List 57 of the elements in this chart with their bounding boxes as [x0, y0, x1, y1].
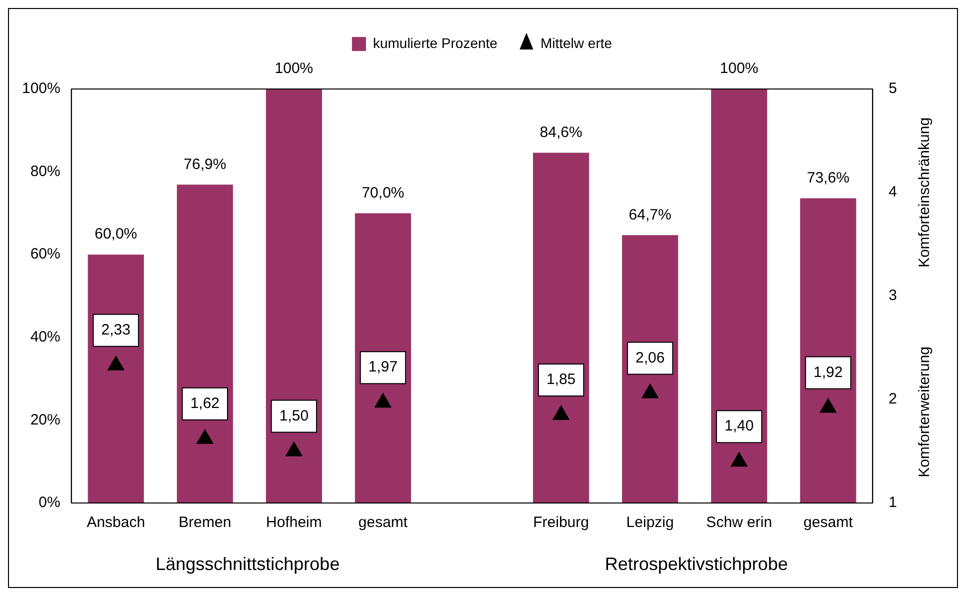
point	[286, 442, 302, 456]
data-label: 70,0%	[362, 184, 404, 202]
data-label: 84,6%	[540, 124, 582, 141]
y2-tick-label: 2	[888, 390, 897, 408]
point	[108, 356, 124, 370]
x-tick-label: gesamt	[358, 514, 408, 532]
y2-tick-label: 5	[888, 80, 897, 98]
point	[820, 398, 836, 413]
x-tick-label: Freiburg	[533, 514, 589, 532]
text: Komforterweiterung	[916, 346, 933, 478]
y2-tick-label: 3	[888, 287, 897, 304]
point	[196, 429, 214, 444]
data-label: 1,62	[190, 394, 220, 412]
legend-label: kumulierte Prozente	[372, 34, 498, 51]
data-label: 76,9%	[184, 156, 226, 173]
data-label: 1,40	[724, 418, 754, 435]
y-tick-label: 40%	[30, 328, 60, 346]
text: Längsschnittstichprobe	[156, 554, 340, 574]
data-label: 73,6%	[806, 169, 850, 186]
x-tick-label: Bremen	[178, 514, 232, 532]
data-label: 1,97	[368, 358, 398, 376]
x-tick-label: Schw erin	[706, 514, 772, 532]
y-tick-label: 100%	[22, 80, 60, 98]
y2-axis-title: Komforteinschränkung	[916, 117, 933, 268]
bar	[176, 184, 233, 503]
data-label: 1,85	[546, 371, 576, 388]
x-tick-label: Hofheim	[266, 514, 322, 532]
y-tick-label: 60%	[30, 246, 60, 263]
text: Retrospektivstichprobe	[604, 554, 788, 574]
x-tick-label: Leipzig	[626, 514, 674, 532]
y2-tick-label: 4	[888, 184, 897, 201]
x-tick-label: Ansbach	[86, 514, 146, 532]
y2-tick-label: 1	[888, 494, 897, 512]
y-tick-label: 0%	[38, 494, 60, 512]
data-label: 1,50	[279, 407, 309, 424]
y-tick-label: 80%	[30, 162, 60, 180]
data-label: 100%	[720, 60, 758, 78]
point	[374, 393, 392, 408]
data-label: 60,0%	[94, 226, 138, 243]
bar	[622, 235, 678, 503]
point	[552, 406, 570, 420]
data-label: 64,7%	[628, 206, 672, 224]
legend-label: Mittelw erte	[540, 34, 612, 51]
point	[642, 384, 658, 398]
point	[730, 452, 748, 467]
bar	[533, 152, 590, 503]
bar	[711, 89, 768, 503]
bar	[266, 89, 322, 503]
bar	[354, 213, 412, 503]
y-tick-label: 20%	[30, 411, 60, 428]
data-label: 2,33	[101, 321, 130, 338]
data-label: 100%	[274, 60, 314, 78]
bar	[88, 254, 144, 503]
x-tick-label: gesamt	[804, 514, 854, 532]
data-label: 1,92	[814, 364, 843, 381]
bar	[800, 198, 856, 503]
data-label: 2,06	[635, 349, 665, 366]
